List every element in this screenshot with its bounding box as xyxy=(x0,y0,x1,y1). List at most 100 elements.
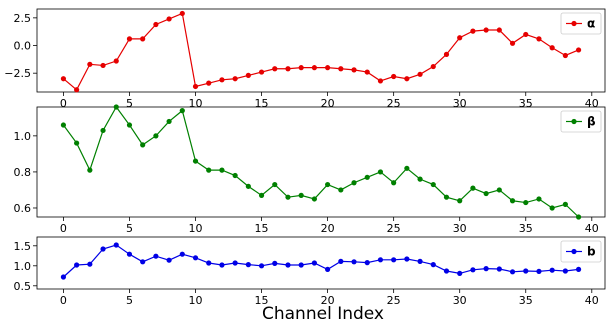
data-point xyxy=(272,181,278,188)
y-tick-label: 1.0 xyxy=(14,130,32,143)
data-point xyxy=(126,36,133,42)
x-tick-label: 20 xyxy=(321,294,335,307)
data-point xyxy=(258,263,265,269)
legend-label: α xyxy=(587,17,595,31)
data-point xyxy=(549,205,555,211)
y-tick-label: 1.0 xyxy=(14,260,32,273)
data-point xyxy=(140,36,146,42)
data-point xyxy=(179,251,185,257)
data-point xyxy=(219,167,225,173)
data-point xyxy=(113,58,119,64)
data-point xyxy=(536,196,542,202)
data-point xyxy=(100,246,106,252)
x-tick-label: 30 xyxy=(453,222,467,235)
data-point xyxy=(417,258,423,264)
x-tick-label: 35 xyxy=(519,294,533,307)
data-point xyxy=(417,176,423,182)
data-point xyxy=(285,66,291,72)
data-point xyxy=(351,180,357,186)
data-point xyxy=(338,187,344,193)
data-point xyxy=(496,266,502,272)
data-point xyxy=(470,185,476,191)
data-point xyxy=(166,16,172,22)
data-point xyxy=(391,73,397,80)
data-point xyxy=(470,267,476,273)
data-point xyxy=(219,77,225,83)
y-tick-label: 1.5 xyxy=(14,240,32,253)
data-point xyxy=(351,259,357,265)
x-tick-label: 5 xyxy=(126,222,133,235)
series-line xyxy=(62,105,579,218)
data-point xyxy=(258,69,265,75)
data-point xyxy=(179,10,185,17)
data-point xyxy=(338,66,344,72)
data-point xyxy=(298,262,304,268)
legend-marker xyxy=(571,20,577,27)
data-point xyxy=(404,76,410,82)
data-point xyxy=(311,260,317,266)
panel-1: 0 5 10 15 20 25 30 35 40 −2.5 0.0 2.5 α xyxy=(4,8,606,110)
data-point xyxy=(298,192,304,198)
x-tick-label: 25 xyxy=(387,294,401,307)
data-point xyxy=(496,187,502,193)
data-point xyxy=(509,198,516,204)
data-point xyxy=(377,169,384,175)
data-point xyxy=(575,266,582,272)
x-tick-label: 10 xyxy=(189,222,203,235)
data-point xyxy=(443,51,450,57)
axes-frame xyxy=(36,8,606,93)
x-tick-label: 0 xyxy=(60,222,67,235)
panel-2: 0 5 10 15 20 25 30 35 40 0.6 0.8 1.0 β xyxy=(14,104,606,235)
x-tick-label: 15 xyxy=(255,97,269,110)
data-point xyxy=(430,262,436,268)
y-tick-label: 0.6 xyxy=(14,202,32,215)
data-point xyxy=(74,262,80,268)
x-tick-label: 20 xyxy=(321,97,335,110)
y-tick-label: 2.5 xyxy=(14,12,32,25)
data-point xyxy=(457,35,463,41)
x-tick-label: 40 xyxy=(585,294,599,307)
data-point xyxy=(153,133,159,139)
legend-label: β xyxy=(587,115,596,129)
data-point xyxy=(74,87,80,93)
data-point xyxy=(153,21,159,28)
data-point xyxy=(232,76,238,82)
x-tick-label: 10 xyxy=(189,97,203,110)
data-point xyxy=(298,65,304,71)
series-line xyxy=(63,244,579,278)
data-point xyxy=(87,61,93,67)
data-point xyxy=(483,266,489,272)
legend-marker xyxy=(571,248,577,255)
data-point xyxy=(153,253,159,259)
data-point xyxy=(430,63,436,70)
x-tick-label: 35 xyxy=(519,97,533,110)
data-point xyxy=(457,270,463,276)
data-point xyxy=(417,71,423,77)
data-point xyxy=(206,260,212,266)
data-point xyxy=(351,67,357,73)
data-point xyxy=(443,194,450,200)
data-point xyxy=(483,27,489,33)
y-tick-label: 0.0 xyxy=(14,40,32,53)
data-point xyxy=(523,31,529,38)
data-point xyxy=(364,174,370,180)
x-tick-label: 40 xyxy=(585,97,599,110)
data-point xyxy=(126,122,133,128)
x-tick-label: 30 xyxy=(453,97,467,110)
x-tick-label: 0 xyxy=(60,294,67,307)
data-point xyxy=(192,158,199,164)
data-point xyxy=(192,255,199,261)
y-tick-label: −2.5 xyxy=(4,67,31,80)
data-point xyxy=(206,167,212,173)
data-point xyxy=(74,140,80,146)
data-point xyxy=(536,268,542,274)
data-point xyxy=(523,199,529,206)
data-point xyxy=(206,80,212,86)
data-point xyxy=(272,66,278,72)
data-point xyxy=(443,268,450,274)
panel-3: 0 5 10 15 20 25 30 35 40 0.5 1.0 1.5 b xyxy=(14,236,606,307)
data-point xyxy=(575,214,582,220)
y-tick-label: 0.8 xyxy=(14,166,32,179)
data-point xyxy=(575,47,582,53)
